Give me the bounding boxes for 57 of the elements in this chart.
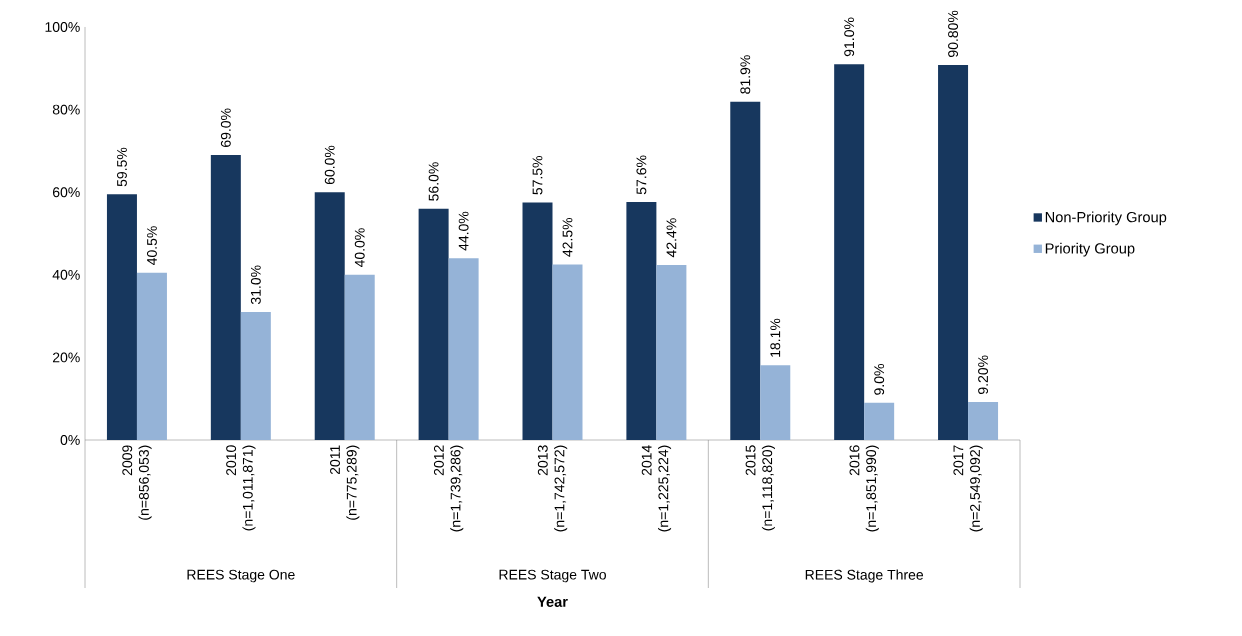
data-label: 91.0% xyxy=(844,17,855,57)
y-tick-label: 0% xyxy=(60,435,80,445)
y-tick-label: 100% xyxy=(45,22,80,32)
data-label: 60.0% xyxy=(324,145,335,185)
y-tick-label: 40% xyxy=(52,269,80,280)
bar xyxy=(240,311,271,440)
x-tick-label: 2012 (n=1,739,286) xyxy=(433,445,464,532)
y-tick-label: 60% xyxy=(52,187,80,198)
bar xyxy=(864,402,895,440)
x-tick-label: 2015 (n=1,118,820) xyxy=(745,445,775,531)
legend-label: Priority Group xyxy=(1045,242,1135,257)
text: REES Stage Three xyxy=(805,569,924,583)
data-label: 57.5% xyxy=(532,155,543,195)
data-label: 69.0% xyxy=(220,108,231,147)
x-tick-label: 2009 (n=856,053) xyxy=(122,445,152,520)
bar xyxy=(106,194,137,440)
bar xyxy=(626,202,657,440)
bar xyxy=(730,101,761,440)
x-tick-label: 2013 (n=1,742,572) xyxy=(537,445,568,532)
data-label: 40.0% xyxy=(354,228,365,268)
bar xyxy=(938,64,969,440)
data-label: 59.5% xyxy=(117,147,127,187)
data-label: 56.0% xyxy=(428,162,439,201)
bar xyxy=(552,264,583,440)
bar xyxy=(968,402,999,440)
bar xyxy=(834,64,865,440)
bar xyxy=(448,258,479,440)
bar xyxy=(656,264,687,440)
x-tick-label: 2014 (n=1,225,224) xyxy=(641,445,672,532)
data-label: 9.0% xyxy=(874,364,885,395)
data-label: 44.0% xyxy=(458,211,469,251)
bar xyxy=(418,208,449,440)
x-tick-label: 2011 (n=775,289) xyxy=(330,445,360,520)
bar xyxy=(344,274,375,440)
x-axis-title: Year xyxy=(537,596,568,607)
data-label: 31.0% xyxy=(250,265,261,305)
data-label: 57.6% xyxy=(636,155,647,195)
bar xyxy=(210,155,241,440)
data-label: 90.80% xyxy=(948,10,959,57)
data-label: 40.5% xyxy=(147,226,157,266)
x-tick-label: 2017 (n=2,549,092) xyxy=(953,445,983,532)
y-tick-label: 80% xyxy=(52,104,80,115)
text: REES Stage Two xyxy=(499,569,606,583)
data-label: 42.4% xyxy=(666,218,677,258)
bar xyxy=(136,272,167,440)
y-tick-label: 20% xyxy=(52,352,80,363)
text: REES Stage One xyxy=(187,569,295,583)
x-tick-label: 2010 (n=1,011,871) xyxy=(226,445,256,531)
data-label: 42.5% xyxy=(562,217,573,257)
data-label: 18.1% xyxy=(770,318,781,357)
bar xyxy=(314,192,345,440)
bar xyxy=(760,365,791,440)
data-label: 81.9% xyxy=(740,55,751,94)
x-tick-label: 2016 (n=1,851,990) xyxy=(849,445,879,532)
data-label: 9.20% xyxy=(978,355,989,394)
legend-label: Non-Priority Group xyxy=(1045,211,1167,226)
bar xyxy=(522,202,553,440)
